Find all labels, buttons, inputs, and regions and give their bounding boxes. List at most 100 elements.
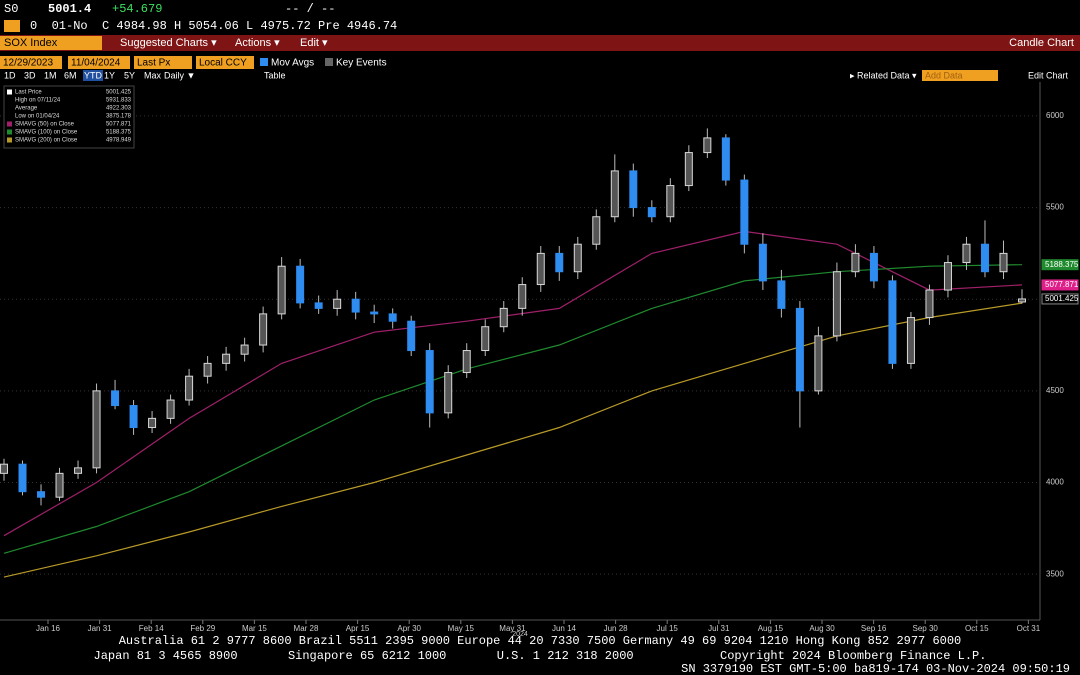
candle-body <box>684 152 693 187</box>
key-events[interactable]: Key Events <box>336 58 387 69</box>
menu[interactable]: Edit ▾ <box>300 37 328 49</box>
period[interactable]: Table <box>264 70 286 80</box>
x-tick-label: Oct 15 <box>965 624 989 633</box>
candle-body <box>573 243 582 273</box>
candle-body <box>444 372 453 414</box>
candle-body <box>407 320 416 352</box>
legend-value: 4978.949 <box>106 138 132 144</box>
candle-body <box>666 185 675 218</box>
legend-value: 4922.303 <box>106 106 132 112</box>
candle-body <box>351 298 360 313</box>
chart-type: Candle Chart <box>1009 37 1074 49</box>
menu[interactable]: Actions ▾ <box>235 37 280 49</box>
legend-swatch <box>7 137 12 143</box>
x-tick-label: Jul 15 <box>657 624 679 633</box>
candle-body <box>740 179 749 245</box>
y-tick-label: 5500 <box>1046 203 1064 212</box>
candle-body <box>814 335 823 392</box>
price-tag <box>1041 293 1079 305</box>
legend-swatch <box>7 89 12 95</box>
footer: SN 3379190 EST GMT-5:00 ba819-174 03-Nov… <box>681 662 1070 675</box>
candle-body <box>296 265 305 304</box>
candle-body <box>647 207 656 218</box>
price-tag-label: 5001.425 <box>1045 294 1079 303</box>
x-tick-label: Feb 29 <box>190 624 215 633</box>
add-data[interactable]: Add Data <box>925 70 963 80</box>
legend-value: 3875.178 <box>106 114 132 120</box>
legend-label: Average <box>15 106 38 112</box>
legend-label: SMAVG (100) on Close <box>15 130 78 136</box>
period[interactable]: 3D <box>24 70 36 80</box>
period[interactable]: 6M <box>64 70 77 80</box>
legend-swatch <box>7 121 12 127</box>
x-tick-label: Mar 28 <box>294 624 319 633</box>
candle-body <box>758 243 767 282</box>
candle-body <box>259 313 268 346</box>
end-date[interactable]: 11/04/2024 <box>71 58 121 69</box>
x-tick-label: Feb 14 <box>139 624 164 633</box>
candle-body <box>851 252 860 273</box>
edit-chart[interactable]: Edit Chart <box>1028 70 1069 80</box>
x-tick-label: Oct 31 <box>1017 624 1041 633</box>
ticker: S0 <box>4 2 18 16</box>
price-tag-label: 5188.375 <box>1045 260 1079 269</box>
candle-body <box>777 280 786 309</box>
candle-body <box>481 326 490 352</box>
change: +54.679 <box>112 2 162 16</box>
last-price: 5001.4 <box>48 2 91 16</box>
dashes: -- / -- <box>285 2 335 16</box>
legend-label: SMAVG (50) on Close <box>15 122 75 128</box>
candle-body <box>203 362 212 377</box>
candle-body <box>129 405 138 429</box>
candle-body <box>333 298 342 309</box>
menu[interactable]: Suggested Charts ▾ <box>120 37 217 49</box>
period[interactable]: Max <box>144 70 162 80</box>
x-tick-label: Jun 14 <box>552 624 577 633</box>
candle-body <box>92 390 101 469</box>
y-tick-label: 3500 <box>1046 569 1064 578</box>
ohlc: 0 01-No C 4984.98 H 5054.06 L 4975.72 Pr… <box>30 19 397 33</box>
x-tick-label: Jul 31 <box>708 624 730 633</box>
candle-body <box>74 467 83 474</box>
legend-value: 5077.871 <box>106 122 132 128</box>
candle-body <box>999 252 1008 273</box>
candle-body <box>962 243 971 264</box>
x-tick-label: Jun 28 <box>604 624 629 633</box>
x-tick-label: Sep 16 <box>861 624 887 633</box>
price-tag-label: 5077.871 <box>1045 280 1079 289</box>
candle-body <box>703 137 712 154</box>
legend-label: SMAVG (200) on Close <box>15 138 78 144</box>
period[interactable]: 1D <box>4 70 16 80</box>
candle-body <box>166 399 175 419</box>
mov-avgs[interactable]: Mov Avgs <box>271 58 314 69</box>
period[interactable]: YTD <box>84 70 103 80</box>
y-tick-label: 4000 <box>1046 478 1064 487</box>
related-data[interactable]: ▸ Related Data ▾ <box>850 70 917 80</box>
candle-body <box>832 271 841 337</box>
x-tick-label: May 15 <box>448 624 475 633</box>
candle-body <box>592 216 601 245</box>
candle-body <box>148 417 157 429</box>
security[interactable]: SOX Index <box>4 37 58 49</box>
candle-body <box>943 262 952 291</box>
period[interactable]: 1Y <box>104 70 115 80</box>
candle-body <box>0 463 8 474</box>
x-tick-label: Mar 15 <box>242 624 267 633</box>
legend-value: 5001.425 <box>106 90 132 96</box>
legend-label: Low on 01/04/24 <box>15 114 60 120</box>
footer: Japan 81 3 4565 8900 Singapore 65 6212 1… <box>94 649 987 663</box>
candle-body <box>721 137 730 181</box>
start-date[interactable]: 12/29/2023 <box>3 58 53 69</box>
currency[interactable]: Local CCY <box>199 58 247 69</box>
period[interactable]: Daily ▼ <box>164 70 195 80</box>
candle-body <box>555 252 564 273</box>
moving-average <box>3 302 1023 578</box>
field[interactable]: Last Px <box>137 58 170 69</box>
y-tick-label: 6000 <box>1046 111 1064 120</box>
legend-value: 5931.833 <box>106 98 132 104</box>
candle-body <box>314 302 323 309</box>
period[interactable]: 1M <box>44 70 57 80</box>
period[interactable]: 5Y <box>124 70 135 80</box>
